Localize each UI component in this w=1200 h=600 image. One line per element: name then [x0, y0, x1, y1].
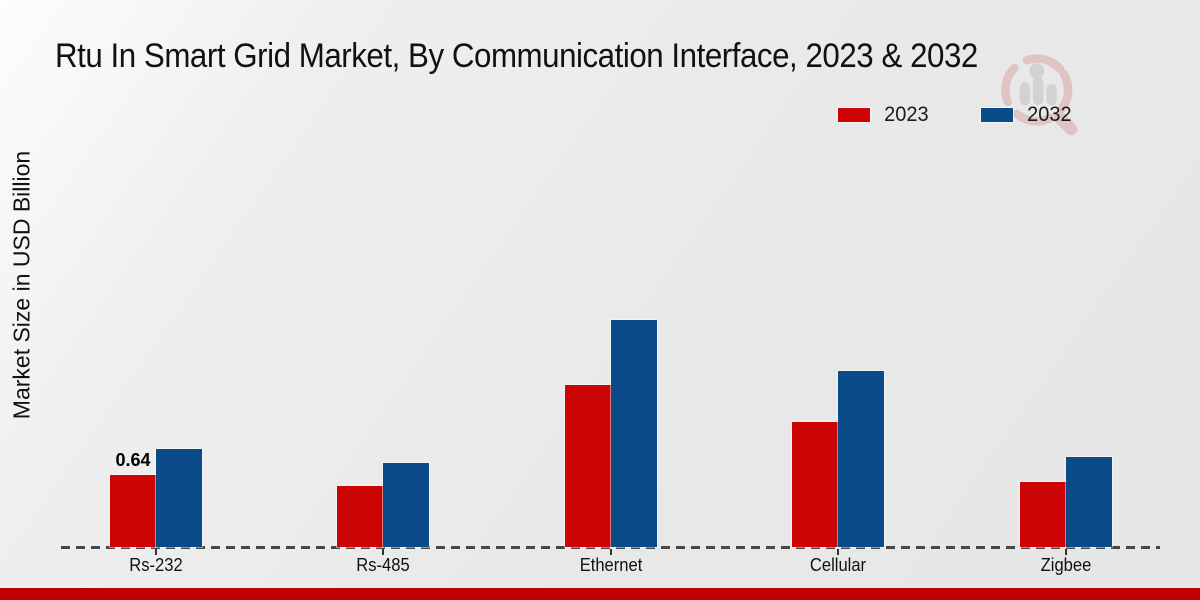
- legend-label-2023: 2023: [884, 103, 929, 126]
- bar-2032-ethernet: [610, 320, 657, 547]
- x-axis-category-label-ethernet: Ethernet: [579, 555, 643, 575]
- legend-item-2032: 2032: [980, 103, 1073, 127]
- legend-swatch-2023-icon: [838, 108, 870, 122]
- x-axis-tick-rs-485: [382, 549, 385, 555]
- bar-2032-cellular: [838, 371, 885, 547]
- x-axis-category-label-cellular: Cellular: [810, 555, 867, 575]
- chart-title: Rtu In Smart Grid Market, By Communicati…: [55, 37, 978, 75]
- x-axis-category-label-zigbee: Zigbee: [1040, 555, 1091, 575]
- bar-2023-cellular: [792, 422, 839, 547]
- x-axis-category-label-rs-232: Rs-232: [129, 555, 183, 575]
- watermark-logo-icon: [1001, 54, 1078, 136]
- x-axis-tick-cellular: [837, 549, 840, 555]
- legend-item-2023: 2023: [838, 103, 930, 127]
- bar-2023-rs-485: [337, 486, 384, 547]
- x-axis-baseline: [61, 546, 1160, 549]
- bar-2023-ethernet: [564, 385, 611, 547]
- x-axis-tick-zigbee: [1064, 549, 1067, 555]
- legend-swatch-2032-icon: [980, 108, 1013, 122]
- bar-2032-zigbee: [1065, 457, 1112, 547]
- x-axis-tick-ethernet: [609, 549, 612, 555]
- bar-2023-zigbee: [1019, 482, 1066, 547]
- x-axis-tick-rs-232: [155, 549, 157, 555]
- bar-2023-rs-232: [110, 475, 156, 547]
- bar-2032-rs-232: [156, 449, 202, 547]
- footer-accent-bar: [0, 588, 1200, 600]
- bar-value-label-2023-rs-232: 0.64: [115, 450, 151, 470]
- bar-2032-rs-485: [383, 463, 430, 547]
- legend-label-2032: 2032: [1026, 103, 1072, 126]
- x-axis-category-label-rs-485: Rs-485: [356, 555, 411, 575]
- legend: 2023 2032: [838, 103, 1072, 127]
